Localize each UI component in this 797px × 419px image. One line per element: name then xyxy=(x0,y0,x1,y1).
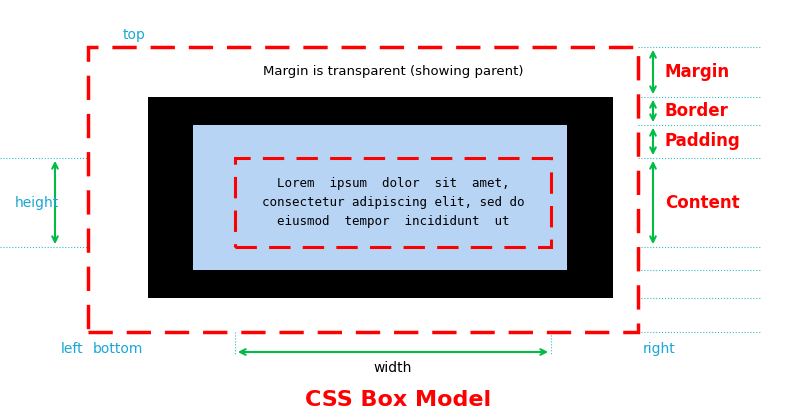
Text: Lorem  ipsum  dolor  sit  amet,
consectetur adipiscing elit, sed do
eiusmod  tem: Lorem ipsum dolor sit amet, consectetur … xyxy=(261,178,524,228)
Text: height: height xyxy=(15,196,59,210)
Text: left: left xyxy=(61,342,83,356)
Bar xyxy=(148,97,613,298)
Text: CSS Box Model: CSS Box Model xyxy=(305,390,492,410)
Text: right: right xyxy=(643,342,676,356)
Text: Content: Content xyxy=(665,194,740,212)
Bar xyxy=(193,125,567,270)
Bar xyxy=(88,47,638,332)
Text: Border: Border xyxy=(665,102,729,120)
Text: width: width xyxy=(374,361,412,375)
Text: Margin is transparent (showing parent): Margin is transparent (showing parent) xyxy=(263,65,524,78)
Text: Margin: Margin xyxy=(665,63,730,81)
Bar xyxy=(235,158,551,247)
Text: Padding: Padding xyxy=(665,132,740,150)
Text: bottom: bottom xyxy=(93,342,143,356)
Text: top: top xyxy=(123,28,146,42)
